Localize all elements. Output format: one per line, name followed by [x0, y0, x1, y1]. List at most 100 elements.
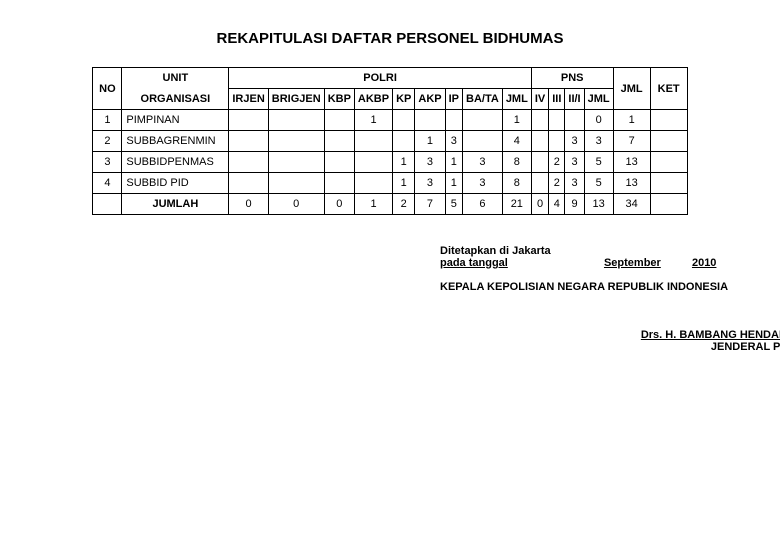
col-brigjen: BRIGJEN	[268, 89, 324, 110]
signature-block: Ditetapkan di Jakarta pada tanggal Septe…	[90, 245, 780, 353]
cell-unit: SUBBIDPENMAS	[122, 152, 229, 173]
cell-value	[229, 173, 268, 194]
recap-table: NO UNIT POLRI PNS JML KET ORGANISASI IRJ…	[92, 67, 687, 215]
col-irjen: IRJEN	[229, 89, 268, 110]
cell-value: 4	[502, 131, 531, 152]
cell-value	[324, 110, 354, 131]
cell-value	[650, 131, 687, 152]
cell-value	[324, 152, 354, 173]
sig-name: Drs. H. BAMBANG HENDARSO DANURI, M.M.	[440, 329, 780, 341]
col-akp: AKP	[415, 89, 445, 110]
cell-value: 21	[502, 194, 531, 215]
cell-value: 13	[584, 194, 613, 215]
cell-value	[354, 173, 392, 194]
cell-value: 0	[268, 194, 324, 215]
col-kbp: KBP	[324, 89, 354, 110]
cell-unit: PIMPINAN	[122, 110, 229, 131]
cell-value: 3	[565, 131, 584, 152]
col-pns-jml: JML	[584, 89, 613, 110]
cell-value: 8	[502, 173, 531, 194]
table-row-total: JUMLAH00012756210491334	[93, 194, 687, 215]
cell-value	[268, 152, 324, 173]
cell-value	[650, 110, 687, 131]
cell-no	[93, 194, 122, 215]
cell-value: 3	[415, 173, 445, 194]
cell-value	[229, 131, 268, 152]
cell-value: 3	[463, 152, 503, 173]
cell-value	[268, 110, 324, 131]
col-bata: BA/TA	[463, 89, 503, 110]
cell-value	[531, 131, 548, 152]
table-row: 2SUBBAGRENMIN134337	[93, 131, 687, 152]
cell-value: 3	[565, 152, 584, 173]
cell-value: 6	[463, 194, 503, 215]
sig-location: Ditetapkan di Jakarta	[440, 245, 780, 257]
cell-value	[549, 110, 565, 131]
sig-kepala: KEPALA KEPOLISIAN NEGARA REPUBLIK INDONE…	[440, 281, 780, 293]
cell-value: 3	[565, 173, 584, 194]
cell-value: 1	[502, 110, 531, 131]
cell-value: 1	[354, 110, 392, 131]
cell-no: 4	[93, 173, 122, 194]
col-jml-total: JML	[613, 68, 650, 110]
cell-value	[354, 131, 392, 152]
cell-value: 5	[584, 152, 613, 173]
cell-value: 5	[584, 173, 613, 194]
cell-value	[324, 131, 354, 152]
cell-value	[565, 110, 584, 131]
col-ip: IP	[445, 89, 462, 110]
cell-value	[268, 173, 324, 194]
cell-unit: SUBBID PID	[122, 173, 229, 194]
cell-value	[549, 131, 565, 152]
cell-value	[393, 131, 415, 152]
col-ii-i: II/I	[565, 89, 584, 110]
cell-value: 13	[613, 152, 650, 173]
cell-value	[650, 194, 687, 215]
sig-date-line: pada tanggal September 2010	[440, 257, 780, 269]
cell-value: 1	[354, 194, 392, 215]
col-no: NO	[93, 68, 122, 110]
cell-value	[324, 173, 354, 194]
cell-value: 1	[445, 173, 462, 194]
cell-value	[650, 152, 687, 173]
cell-value	[531, 152, 548, 173]
cell-value: 3	[584, 131, 613, 152]
sig-rank: JENDERAL POLISI	[440, 341, 780, 353]
col-ket: KET	[650, 68, 687, 110]
cell-value: 2	[549, 173, 565, 194]
colgroup-pns: PNS	[531, 68, 613, 89]
cell-value	[463, 131, 503, 152]
cell-value: 3	[463, 173, 503, 194]
cell-value: 2	[393, 194, 415, 215]
cell-value: 13	[613, 173, 650, 194]
cell-value: 1	[445, 152, 462, 173]
cell-value: 1	[415, 131, 445, 152]
cell-value: 2	[549, 152, 565, 173]
cell-value: 0	[229, 194, 268, 215]
cell-value: 3	[415, 152, 445, 173]
cell-value	[650, 173, 687, 194]
col-kp: KP	[393, 89, 415, 110]
cell-total-label: JUMLAH	[122, 194, 229, 215]
sig-year: 2010	[692, 257, 716, 269]
cell-value	[229, 110, 268, 131]
cell-value: 0	[324, 194, 354, 215]
cell-value: 1	[613, 110, 650, 131]
cell-value: 4	[549, 194, 565, 215]
cell-value	[445, 110, 462, 131]
table-row: 1PIMPINAN1101	[93, 110, 687, 131]
sig-date-prefix: pada tanggal	[440, 257, 508, 269]
cell-value: 0	[531, 194, 548, 215]
cell-value: 1	[393, 152, 415, 173]
cell-value: 3	[445, 131, 462, 152]
col-polri-jml: JML	[502, 89, 531, 110]
cell-no: 2	[93, 131, 122, 152]
cell-value	[463, 110, 503, 131]
table-row: 4SUBBID PID1313823513	[93, 173, 687, 194]
cell-unit: SUBBAGRENMIN	[122, 131, 229, 152]
col-iv: IV	[531, 89, 548, 110]
cell-no: 3	[93, 152, 122, 173]
cell-value	[268, 131, 324, 152]
cell-value	[393, 110, 415, 131]
cell-value: 7	[415, 194, 445, 215]
